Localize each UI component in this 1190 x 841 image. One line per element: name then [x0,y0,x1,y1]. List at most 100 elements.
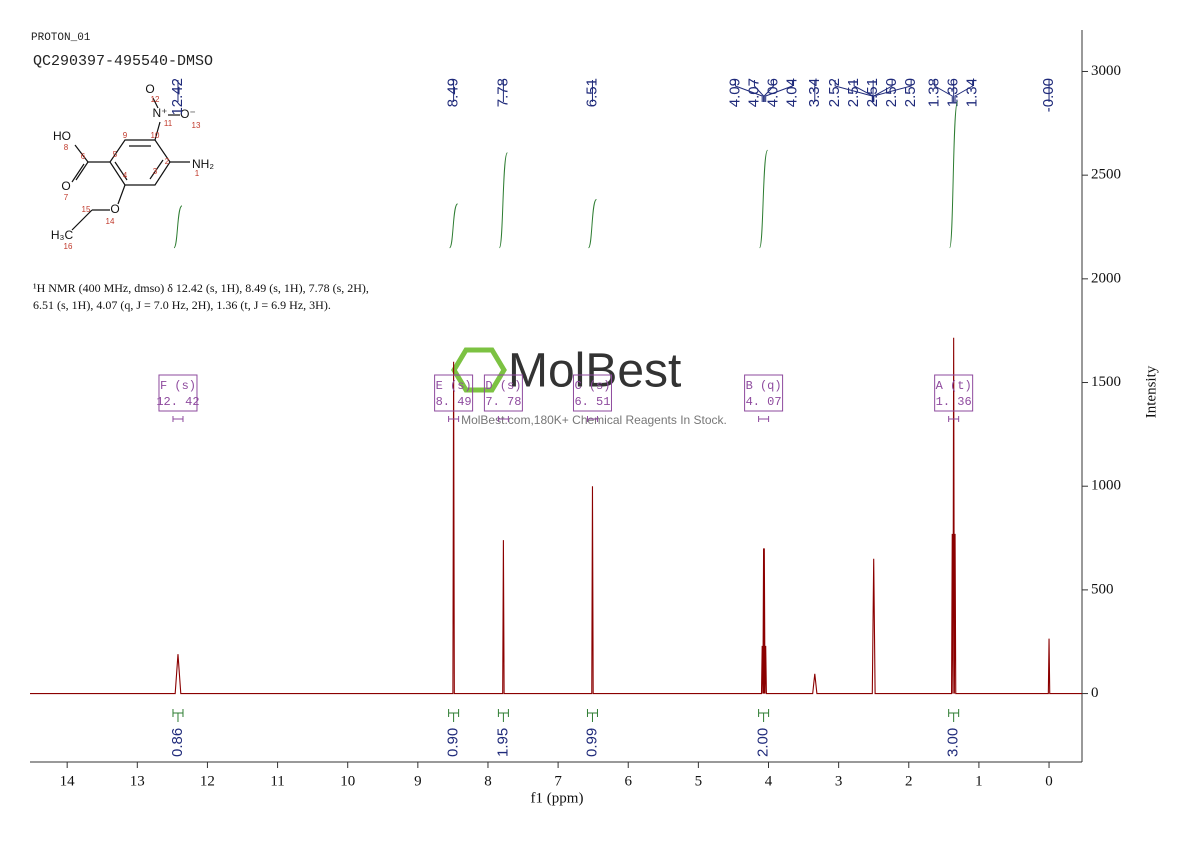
watermark-brand: MolBest [508,345,681,398]
x-tick-label: 9 [414,773,422,789]
integral-curve [759,149,769,249]
peak-label: -0.00 [1040,78,1057,112]
atom-number: 13 [192,121,201,130]
integral-label: 3.00 [945,728,962,757]
peak-label: 1.36 [945,78,962,107]
multiplet-box [572,374,612,412]
atom-number: 3 [153,167,158,176]
x-tick-label: 12 [200,773,215,789]
atom-number: 12 [151,95,160,104]
atom-number: 10 [151,131,160,140]
peak-label: 2.52 [826,78,843,107]
peak-label: 4.07 [745,78,762,107]
x-axis-label: f1 (ppm) [531,790,584,806]
x-tick-label: 11 [270,773,284,789]
multiplet-shift: 12. 42 [156,395,199,409]
y-tick-label: 3000 [1091,63,1121,79]
integral-label: 1.95 [494,728,511,757]
x-tick-label: 6 [624,773,632,789]
integral-label: 2.00 [755,728,772,757]
integral-range [448,709,460,722]
spectrum-line [30,337,1082,695]
multiplet-shift: 8. 49 [436,395,472,409]
x-tick-label: 5 [695,773,703,789]
integral-curve [173,205,183,249]
peak-label-leader [834,80,873,102]
multiplet-name: E (s) [436,379,472,393]
x-tick-label: 7 [554,773,562,789]
atom-label: O [110,202,119,216]
integral-range [758,709,770,722]
atom-number: 1 [195,169,200,178]
atom-number: 16 [64,242,73,251]
multiplet-box [158,374,198,412]
integral-label: 0.90 [445,728,462,757]
integral-curve [587,198,597,249]
multiplet-range [758,416,770,422]
multiplet-range [586,416,598,422]
peak-label: 2.51 [845,78,862,107]
peak-label-leader [954,80,974,102]
y-tick-label: 0 [1091,685,1099,701]
integral-curve [449,203,459,249]
multiplet-shift: 7. 78 [485,395,521,409]
peak-label: 1.34 [964,78,981,107]
x-tick-label: 0 [1045,773,1053,789]
atom-number: 5 [113,150,118,159]
atom-number: 8 [64,143,69,152]
peak-label-leader [753,80,765,102]
watermark: MolBest MolBest.com,180K+ Chemical Reage… [451,345,727,427]
integral-curve [498,152,508,249]
peak-label-leader [734,80,763,102]
structure-bonds [71,97,190,231]
atom-label: NH₂ [192,157,214,171]
atom-number: 4 [123,171,128,180]
multiplet-name: B (q) [746,379,782,393]
atom-label: O⁻ [180,107,196,121]
peak-label: 6.51 [583,78,600,107]
multiplet-shift: 4. 07 [746,395,782,409]
description-line: 6.51 (s, 1H), 4.07 (q, J = 7.0 Hz, 2H), … [33,298,331,312]
y-tick-label: 2500 [1091,167,1121,183]
atom-number: 6 [81,152,86,161]
x-tick-label: 8 [484,773,492,789]
peak-label: 4.09 [726,78,743,107]
atom-number: 9 [123,131,128,140]
peak-label: 2.50 [883,78,900,107]
x-tick-label: 13 [130,773,145,789]
multiplet-range [172,416,184,422]
y-tick-label: 2000 [1091,270,1121,286]
description-line: ¹H NMR (400 MHz, dmso) δ 12.42 (s, 1H), … [33,281,369,295]
atom-label: H₃C [51,228,74,242]
atom-label: O [61,179,70,193]
multiplet-name: D (s) [485,379,521,393]
peak-label-leader [765,80,793,102]
peak-label-leader [763,80,774,102]
atom-label: N⁺ [153,106,168,120]
multiplet-box [744,374,784,412]
multiplet-box [483,374,523,412]
atom-label: HO [53,129,71,143]
experiment-name: PROTON_01 [31,32,91,44]
integral-range [948,709,960,722]
peak-label: 12.42 [169,78,186,116]
peak-label: 4.06 [764,78,781,107]
peak-label: 7.78 [494,78,511,107]
multiplet-name: F (s) [160,379,196,393]
atom-number: 14 [106,217,115,226]
integral-label: 0.99 [583,728,600,757]
integral-curve [949,101,959,249]
peak-label: 4.04 [783,78,800,107]
multiplet-range [448,416,460,422]
peak-label: 8.49 [445,78,462,107]
integral-label: 0.86 [169,728,186,757]
atom-number: 2 [165,157,170,166]
multiplet-name: C (s) [574,379,610,393]
peak-label-leader [873,80,912,102]
multiplet-name: A (t) [936,379,972,393]
integral-range [172,709,184,722]
y-tick-label: 1500 [1091,374,1121,390]
multiplet-shift: 1. 36 [936,395,972,409]
sample-name: QC290397-495540-DMSO [33,53,213,70]
